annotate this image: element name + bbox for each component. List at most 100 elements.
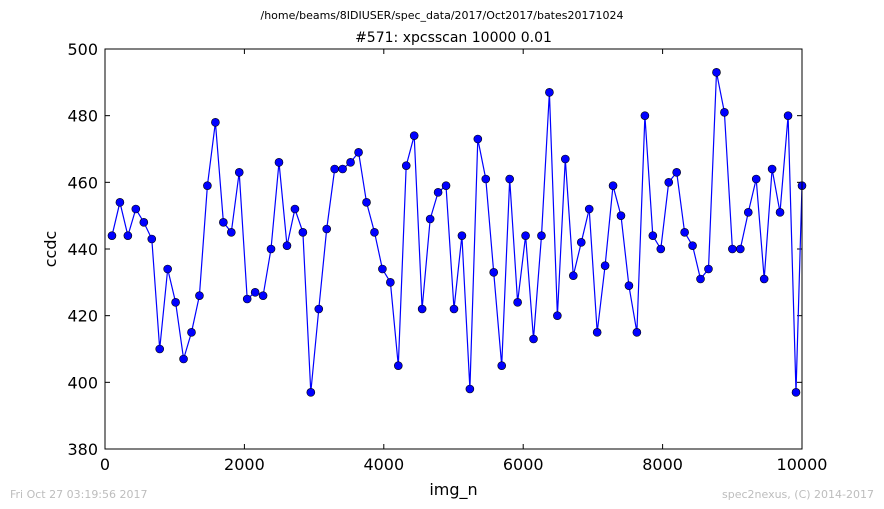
data-point [155,344,165,354]
data-point [314,304,324,314]
data-point [553,311,562,320]
data-point [258,291,268,300]
data-point [346,158,355,167]
data-point [139,218,149,227]
data-point [386,278,395,287]
data-point [569,271,578,280]
x-tick-label: 4000 [363,455,404,474]
data-point [298,228,308,237]
data-point [632,328,642,337]
data-point [409,131,419,140]
data-point [783,111,793,120]
x-axis-label: img_n [429,480,477,500]
data-point [219,218,228,227]
data-point [179,354,188,364]
data-point [457,231,467,240]
data-point [521,231,530,240]
data-point [712,68,721,77]
data-point [688,241,697,250]
data-point [481,174,491,184]
data-point [441,181,451,190]
data-point [576,238,586,247]
data-point [203,181,212,190]
data-point [330,164,339,174]
y-tick-label: 500 [67,40,98,59]
data-point [489,268,499,277]
data-point [362,198,371,207]
data-point [759,274,769,284]
data-point [433,188,443,197]
y-tick-label: 400 [67,373,98,392]
data-point [624,281,634,290]
data-point [600,261,610,270]
data-point [736,244,745,254]
x-tick-label: 0 [100,455,110,474]
data-point [584,204,594,214]
data-point [505,174,514,184]
data-point [282,241,292,250]
data-point [393,361,403,370]
data-point [696,274,705,284]
data-point [425,214,435,224]
data-point [234,168,244,177]
data-point [664,178,674,187]
data-point [473,134,483,144]
data-point [266,244,276,254]
y-tick-label: 440 [67,240,98,259]
data-point [592,328,602,337]
data-point [616,211,626,220]
data-point [195,291,204,300]
data-point [226,228,236,237]
data-point [187,328,196,337]
y-tick-label: 460 [67,173,98,192]
data-point [751,174,761,184]
chart-title: #571: xpcsscan 10000 0.01 [355,30,552,46]
x-tick-label: 6000 [503,455,544,474]
data-point [704,264,713,274]
series-line [111,72,803,393]
data-point [497,361,507,370]
data-point [513,298,522,307]
series-layer [107,68,807,397]
y-axis-label: ccdc [41,231,60,268]
data-point [465,384,475,394]
data-point [306,388,316,397]
footer-timestamp: Fri Oct 27 03:19:56 2017 [10,488,148,501]
data-point [242,294,252,304]
data-point [171,298,180,307]
data-point [322,224,332,234]
data-point [720,108,729,117]
x-tick-label: 2000 [224,455,265,474]
data-point [417,304,427,314]
tick-labels-layer: 0 2000 4000 6000 8000 10000 380 400 420 440 460 480… [67,40,827,474]
data-point [672,168,681,177]
data-point [529,334,538,344]
plot-frame [104,48,803,450]
data-point [131,204,141,214]
data-point [608,181,618,190]
data-point [123,231,133,240]
data-point [656,244,666,254]
data-point [163,264,172,274]
data-point [640,111,650,120]
data-point [354,148,363,157]
data-point [560,154,570,164]
figure-suptitle: /home/beams/8IDIUSER/spec_data/2017/Oct2… [260,9,624,22]
data-point [211,118,220,127]
data-point [290,204,300,214]
data-point [545,88,554,97]
data-point [338,164,347,174]
data-point [378,264,387,274]
x-tick-label: 10000 [777,455,828,474]
x-tick-label: 8000 [642,455,683,474]
data-point [537,231,546,240]
data-point [728,244,737,254]
footer-credit: spec2nexus, (C) 2014-2017 [722,488,874,501]
data-point [370,228,379,237]
data-point [147,234,157,244]
data-point [449,304,459,314]
ticks-layer [104,48,803,450]
y-tick-label: 380 [67,440,98,459]
data-point [767,164,777,174]
